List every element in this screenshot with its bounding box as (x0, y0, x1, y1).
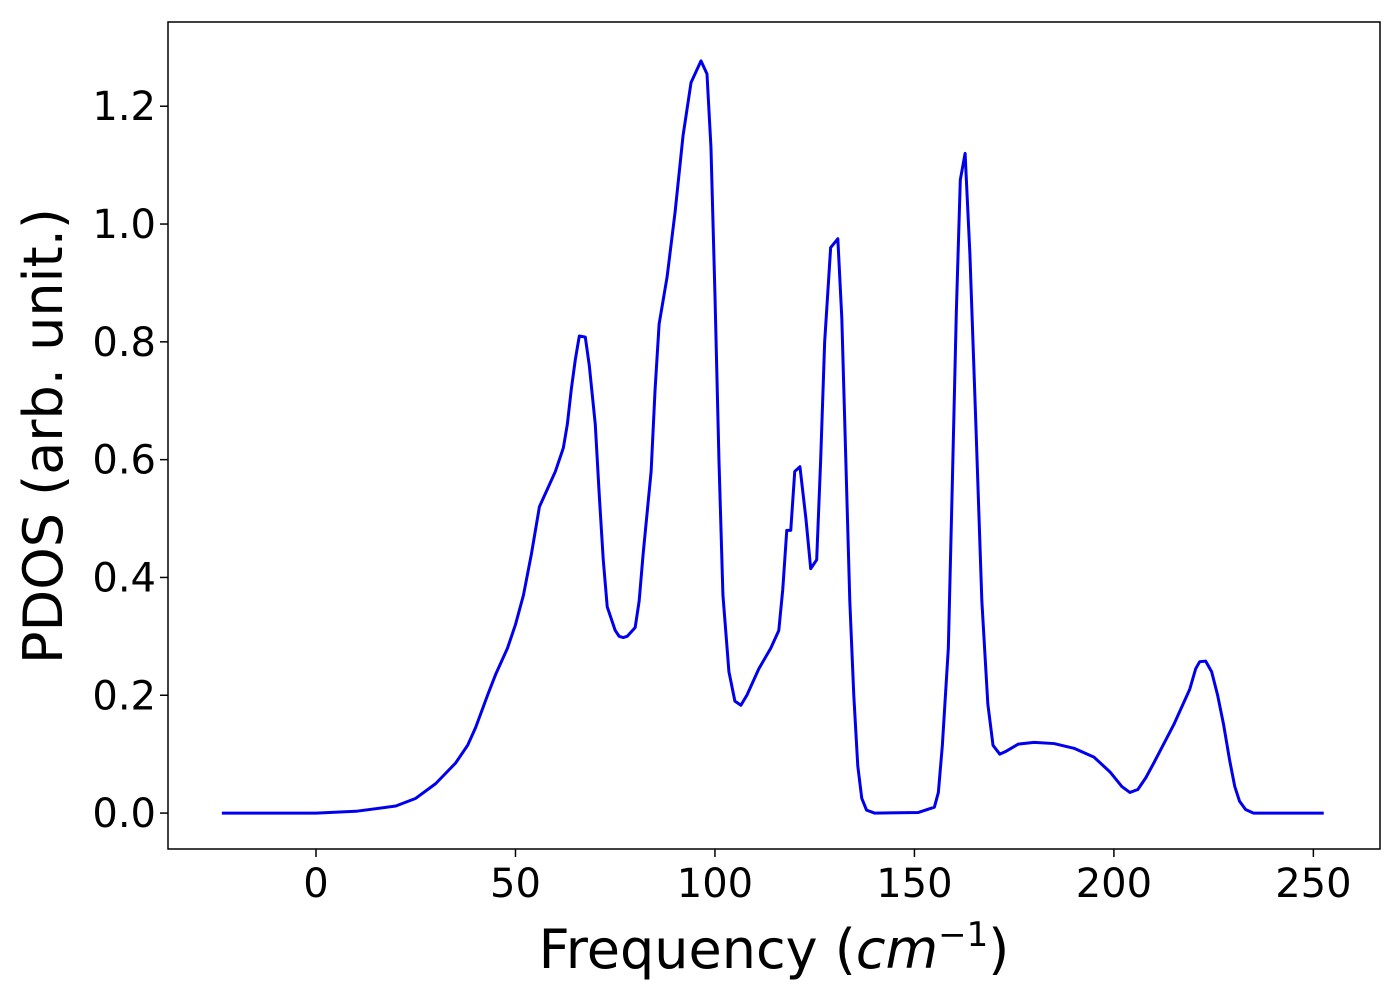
y-tick-label: 0.6 (92, 438, 156, 484)
line (221, 59, 1324, 815)
x-axis-label: Frequency (cm−1) (539, 915, 1010, 981)
y-tick-label: 0.4 (92, 555, 156, 601)
x-tick-label: 150 (876, 861, 952, 907)
y-tick-label: 0.8 (92, 320, 156, 366)
y-axis-label: PDOS (arb. unit.) (12, 208, 75, 664)
y-tick-label: 1.0 (92, 202, 156, 248)
x-tick-label: 200 (1076, 861, 1152, 907)
x-tick-label: 0 (303, 861, 328, 907)
x-tick-label: 100 (677, 861, 753, 907)
y-tick-label: 1.2 (92, 84, 156, 130)
y-tick-label: 0.0 (92, 791, 156, 837)
x-tick-label: 250 (1275, 861, 1351, 907)
x-tick-label: 50 (490, 861, 541, 907)
plot-frame (167, 21, 1381, 850)
y-tick-label: 0.2 (92, 673, 156, 719)
